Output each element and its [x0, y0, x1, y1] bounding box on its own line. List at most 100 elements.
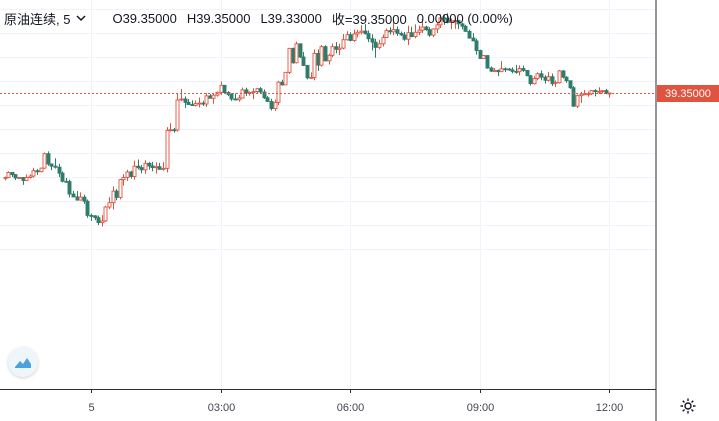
candle[interactable]	[467, 29, 472, 39]
candle[interactable]	[42, 152, 47, 169]
candle[interactable]	[312, 49, 317, 81]
candle[interactable]	[136, 159, 141, 170]
candle[interactable]	[496, 69, 501, 76]
candle[interactable]	[49, 163, 54, 171]
candle[interactable]	[539, 70, 544, 81]
candle[interactable]	[139, 165, 144, 174]
candle[interactable]	[384, 28, 389, 39]
candle[interactable]	[118, 178, 123, 200]
candle[interactable]	[528, 75, 533, 86]
chevron-down-icon[interactable]	[74, 11, 88, 25]
candle[interactable]	[132, 160, 137, 180]
candle[interactable]	[535, 72, 540, 81]
candle[interactable]	[323, 45, 328, 62]
candle[interactable]	[424, 25, 429, 31]
candle[interactable]	[121, 174, 126, 186]
candle[interactable]	[402, 32, 407, 41]
candle[interactable]	[417, 25, 422, 36]
candle[interactable]	[370, 34, 375, 51]
candle[interactable]	[211, 93, 216, 104]
candle[interactable]	[377, 39, 382, 50]
candle[interactable]	[175, 93, 180, 132]
candle[interactable]	[503, 67, 508, 73]
candle[interactable]	[582, 89, 587, 96]
candle[interactable]	[316, 49, 321, 71]
candle[interactable]	[571, 86, 576, 107]
candle[interactable]	[283, 71, 288, 86]
candle[interactable]	[21, 177, 26, 185]
candle[interactable]	[492, 68, 497, 72]
candle[interactable]	[341, 33, 346, 50]
candle[interactable]	[449, 18, 454, 30]
candle[interactable]	[6, 171, 11, 178]
candle[interactable]	[586, 91, 591, 97]
candle[interactable]	[82, 194, 87, 204]
candle[interactable]	[568, 80, 573, 89]
candle[interactable]	[352, 29, 357, 42]
candle[interactable]	[600, 90, 605, 94]
candle[interactable]	[298, 43, 303, 58]
candle[interactable]	[215, 91, 220, 97]
candle[interactable]	[406, 25, 411, 45]
candle[interactable]	[553, 80, 558, 87]
candle[interactable]	[35, 168, 40, 175]
candle[interactable]	[373, 38, 378, 58]
time-axis[interactable]: 5 03:00 06:00 09:00 12:00	[88, 389, 623, 414]
candle[interactable]	[93, 215, 98, 221]
candle[interactable]	[276, 80, 281, 105]
candle[interactable]	[111, 186, 116, 210]
candle[interactable]	[471, 33, 476, 42]
candle[interactable]	[399, 31, 404, 37]
candle[interactable]	[499, 61, 504, 73]
candle[interactable]	[269, 98, 274, 111]
candle[interactable]	[31, 167, 36, 178]
candle[interactable]	[186, 99, 191, 105]
candle[interactable]	[157, 162, 162, 170]
candle[interactable]	[301, 51, 306, 67]
candle[interactable]	[366, 30, 371, 43]
candle[interactable]	[319, 45, 324, 67]
candle[interactable]	[240, 87, 245, 99]
candle[interactable]	[229, 93, 234, 101]
candle[interactable]	[337, 43, 342, 56]
candle[interactable]	[463, 24, 468, 32]
candle[interactable]	[438, 14, 443, 28]
candle[interactable]	[525, 69, 530, 77]
candle[interactable]	[485, 55, 490, 69]
candle[interactable]	[143, 160, 148, 174]
candle[interactable]	[330, 43, 335, 58]
candle[interactable]	[17, 177, 22, 179]
candle[interactable]	[604, 88, 609, 95]
candle[interactable]	[46, 151, 51, 166]
candle[interactable]	[161, 162, 166, 171]
candle[interactable]	[294, 41, 299, 64]
candle[interactable]	[150, 161, 155, 172]
candle[interactable]	[305, 64, 310, 80]
candle[interactable]	[543, 75, 548, 84]
candle[interactable]	[420, 19, 425, 33]
candle[interactable]	[13, 174, 18, 181]
candle[interactable]	[3, 176, 8, 181]
candle[interactable]	[89, 213, 94, 221]
candle[interactable]	[233, 93, 238, 101]
candle[interactable]	[532, 76, 537, 85]
candle[interactable]	[435, 22, 440, 33]
candle[interactable]	[265, 96, 270, 103]
candle[interactable]	[478, 49, 483, 59]
candle[interactable]	[521, 65, 526, 72]
candle[interactable]	[489, 66, 494, 73]
candle[interactable]	[514, 64, 519, 74]
candle[interactable]	[24, 174, 29, 182]
candle[interactable]	[431, 28, 436, 38]
candle[interactable]	[381, 34, 386, 47]
candle[interactable]	[244, 87, 249, 96]
candle[interactable]	[71, 190, 76, 198]
candle[interactable]	[39, 167, 44, 173]
candle[interactable]	[183, 96, 188, 108]
candle[interactable]	[575, 94, 580, 109]
candle[interactable]	[348, 32, 353, 42]
candle[interactable]	[363, 24, 368, 35]
candle[interactable]	[179, 88, 184, 102]
candle[interactable]	[557, 69, 562, 84]
